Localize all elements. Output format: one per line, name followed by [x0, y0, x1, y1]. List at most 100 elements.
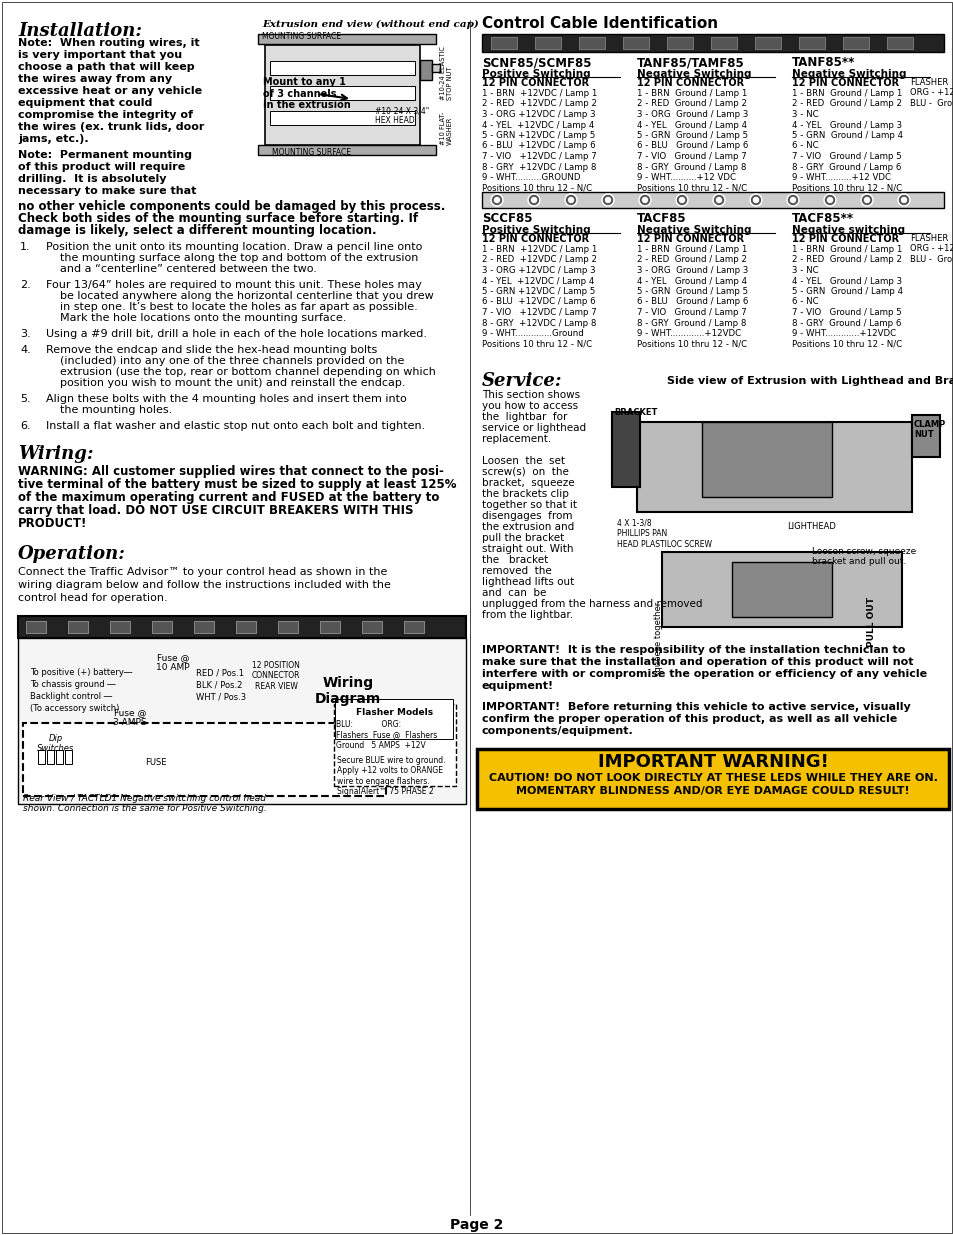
Text: LIGHTHEAD: LIGHTHEAD [786, 522, 835, 531]
Circle shape [494, 198, 499, 203]
Text: 3 - ORG  Ground / Lamp 3: 3 - ORG Ground / Lamp 3 [637, 266, 747, 275]
Text: 5 - GRN  Ground / Lamp 4: 5 - GRN Ground / Lamp 4 [791, 287, 902, 296]
Text: SCNF85/SCMF85: SCNF85/SCMF85 [481, 56, 591, 69]
Text: Extrusion end view (without end cap): Extrusion end view (without end cap) [262, 20, 478, 30]
Circle shape [639, 194, 650, 206]
Text: 4 - YEL   Ground / Lamp 3: 4 - YEL Ground / Lamp 3 [791, 277, 902, 285]
Text: 12 PIN CONNECTOR: 12 PIN CONNECTOR [791, 78, 898, 88]
Text: Remove the endcap and slide the hex-head mounting bolts: Remove the endcap and slide the hex-head… [46, 345, 376, 354]
Text: Positions 10 thru 12 - N/C: Positions 10 thru 12 - N/C [791, 184, 902, 193]
Text: and  can  be: and can be [481, 588, 546, 598]
Text: MOUNTING SURFACE: MOUNTING SURFACE [262, 32, 340, 41]
Text: RED / Pos.1: RED / Pos.1 [195, 668, 244, 677]
Text: Mount to any 1
of 3 channels
in the extrusion: Mount to any 1 of 3 channels in the extr… [263, 77, 351, 110]
Circle shape [753, 198, 758, 203]
Text: equipment!: equipment! [481, 680, 554, 692]
Circle shape [639, 195, 649, 205]
Text: 6 - BLU   Ground / Lamp 6: 6 - BLU Ground / Lamp 6 [637, 142, 747, 151]
Text: 2 - RED  Ground / Lamp 2: 2 - RED Ground / Lamp 2 [791, 100, 901, 109]
Text: Dip
Switches: Dip Switches [37, 734, 74, 753]
Text: To chassis ground ―: To chassis ground ― [30, 680, 115, 689]
Bar [710, 37, 737, 49]
Text: tive terminal of the battery must be sized to supply at least 125%: tive terminal of the battery must be siz… [18, 478, 456, 492]
Text: 6 - BLU  +12VDC / Lamp 6: 6 - BLU +12VDC / Lamp 6 [481, 142, 595, 151]
Text: Note:  When routing wires, it: Note: When routing wires, it [18, 38, 199, 48]
Text: wiring diagram below and follow the instructions included with the: wiring diagram below and follow the inst… [18, 580, 391, 590]
Circle shape [529, 195, 537, 205]
Text: choose a path that will keep: choose a path that will keep [18, 62, 194, 72]
Text: 9 - WHT..............Ground: 9 - WHT..............Ground [481, 329, 583, 338]
Bar [842, 37, 868, 49]
Text: disengages  from: disengages from [481, 511, 572, 521]
Bar [419, 61, 432, 80]
Text: confirm the proper operation of this product, as well as all vehicle: confirm the proper operation of this pro… [481, 714, 897, 724]
Text: 3 - NC: 3 - NC [791, 110, 818, 119]
Text: TANF85/TAMF85: TANF85/TAMF85 [637, 56, 744, 69]
Text: 7 - VIO   +12VDC / Lamp 7: 7 - VIO +12VDC / Lamp 7 [481, 152, 597, 161]
Bar [481, 191, 943, 207]
Text: BLK / Pos.2: BLK / Pos.2 [195, 680, 242, 689]
Text: 9 - WHT.............+12VDC: 9 - WHT.............+12VDC [791, 329, 895, 338]
Text: 9 - WHT.............+12VDC: 9 - WHT.............+12VDC [637, 329, 740, 338]
Text: Fuse @
10 AMP: Fuse @ 10 AMP [156, 653, 190, 672]
Circle shape [714, 195, 722, 205]
Text: Fuse @
3 AMPS: Fuse @ 3 AMPS [113, 708, 147, 727]
Text: 9 - WHT..........GROUND: 9 - WHT..........GROUND [481, 173, 579, 182]
Text: equipment that could: equipment that could [18, 98, 152, 107]
Text: Loosen  the  set: Loosen the set [481, 456, 564, 466]
Text: be located anywhere along the horizontal centerline that you drew: be located anywhere along the horizontal… [46, 291, 434, 301]
Text: 5 - GRN  Ground / Lamp 5: 5 - GRN Ground / Lamp 5 [637, 131, 747, 140]
Bar [23, 722, 386, 797]
Circle shape [749, 194, 761, 206]
Text: 1 - BRN  Ground / Lamp 1: 1 - BRN Ground / Lamp 1 [791, 245, 902, 254]
Text: Using a #9 drill bit, drill a hole in each of the hole locations marked.: Using a #9 drill bit, drill a hole in ea… [46, 329, 427, 338]
Text: together so that it: together so that it [481, 500, 577, 510]
Text: in step one. It’s best to locate the holes as far apart as possible.: in step one. It’s best to locate the hol… [46, 303, 417, 312]
Bar [661, 552, 901, 627]
Text: 8 - GRY  +12VDC / Lamp 8: 8 - GRY +12VDC / Lamp 8 [481, 163, 596, 172]
Text: the wires (ex. trunk lids, door: the wires (ex. trunk lids, door [18, 122, 204, 132]
Text: Side view of Extrusion with Lighthead and Bracket: Side view of Extrusion with Lighthead an… [666, 375, 953, 387]
Circle shape [716, 198, 720, 203]
Text: 1.: 1. [20, 242, 30, 252]
Text: control head for operation.: control head for operation. [18, 593, 168, 603]
Text: 7 - VIO   +12VDC / Lamp 7: 7 - VIO +12VDC / Lamp 7 [481, 308, 597, 317]
Circle shape [712, 194, 724, 206]
Text: 1 - BRN  +12VDC / Lamp 1: 1 - BRN +12VDC / Lamp 1 [481, 89, 597, 98]
Circle shape [823, 194, 835, 206]
Text: replacement.: replacement. [481, 433, 551, 445]
Text: 12 PIN CONNECTOR: 12 PIN CONNECTOR [481, 233, 589, 245]
Text: CAUTION! DO NOT LOOK DIRECTLY AT THESE LEDS WHILE THEY ARE ON.: CAUTION! DO NOT LOOK DIRECTLY AT THESE L… [488, 773, 937, 783]
Text: removed  the: removed the [481, 566, 551, 576]
Circle shape [566, 195, 575, 205]
Text: 1 - BRN  Ground / Lamp 1: 1 - BRN Ground / Lamp 1 [791, 89, 902, 98]
Circle shape [568, 198, 573, 203]
Circle shape [899, 195, 907, 205]
Bar [612, 412, 639, 487]
Text: extrusion (use the top, rear or bottom channel depending on which: extrusion (use the top, rear or bottom c… [46, 367, 436, 377]
Circle shape [603, 195, 612, 205]
Text: 4 X 1-3/8
PHILLIPS PAN
HEAD PLASTILOC SCREW: 4 X 1-3/8 PHILLIPS PAN HEAD PLASTILOC SC… [617, 519, 711, 548]
Circle shape [901, 198, 905, 203]
Bar [622, 37, 648, 49]
Text: Installation:: Installation: [18, 22, 142, 40]
Text: 6.: 6. [20, 421, 30, 431]
Circle shape [492, 195, 501, 205]
Bar [152, 621, 172, 634]
Text: 8 - GRY  Ground / Lamp 6: 8 - GRY Ground / Lamp 6 [791, 319, 901, 327]
Text: unplugged from the harness and removed: unplugged from the harness and removed [481, 599, 701, 609]
Bar [334, 704, 456, 785]
Bar [637, 422, 911, 513]
Text: TACF85**: TACF85** [791, 212, 853, 225]
Text: the mounting holes.: the mounting holes. [46, 405, 172, 415]
Text: TACF85: TACF85 [637, 212, 686, 225]
Text: Positions 10 thru 12 - N/C: Positions 10 thru 12 - N/C [481, 184, 592, 193]
Text: Page 2: Page 2 [450, 1218, 503, 1233]
Circle shape [641, 198, 647, 203]
Text: 6 - BLU  +12VDC / Lamp 6: 6 - BLU +12VDC / Lamp 6 [481, 298, 595, 306]
Text: Positive Switching: Positive Switching [481, 225, 590, 235]
Text: IMPORTANT WARNING!: IMPORTANT WARNING! [597, 753, 827, 771]
Circle shape [862, 195, 871, 205]
Text: Negative Switching: Negative Switching [791, 69, 905, 79]
Text: 1 - BRN  Ground / Lamp 1: 1 - BRN Ground / Lamp 1 [637, 245, 746, 254]
